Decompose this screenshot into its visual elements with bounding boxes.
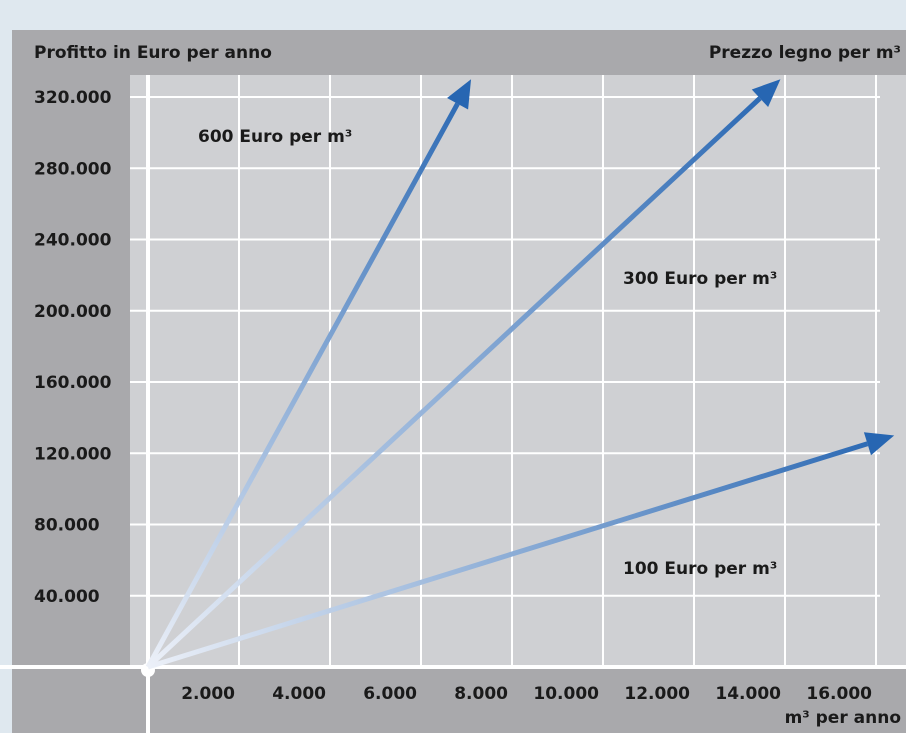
series-label-300: 300 Euro per m³ xyxy=(623,269,777,289)
x-tick-label: 6.000 xyxy=(363,684,417,704)
y-tick-label: 80.000 xyxy=(34,516,100,536)
x-tick-label: 4.000 xyxy=(272,684,326,704)
labels: Profitto in Euro per anno Prezzo legno p… xyxy=(34,43,901,728)
y-tick-label: 240.000 xyxy=(34,231,112,251)
series-arrow-line xyxy=(147,441,869,670)
series-arrow-line xyxy=(146,96,762,669)
y-tick-label: 160.000 xyxy=(34,373,112,393)
x-tick-label: 16.000 xyxy=(806,684,872,704)
series-arrows xyxy=(145,79,895,670)
y-tick-label: 40.000 xyxy=(34,587,100,607)
series-arrow-head xyxy=(447,79,472,110)
x-tick-label: 14.000 xyxy=(715,684,781,704)
x-tick-label: 12.000 xyxy=(624,684,690,704)
legend-title: Prezzo legno per m³ xyxy=(709,43,901,63)
y-tick-label: 320.000 xyxy=(34,88,112,108)
x-tick-label: 8.000 xyxy=(454,684,508,704)
x-tick-label: 10.000 xyxy=(533,684,599,704)
y-tick-label: 280.000 xyxy=(34,159,112,179)
series-arrow-head xyxy=(863,432,895,456)
x-axis-title: m³ per anno xyxy=(785,708,901,728)
series-label-600: 600 Euro per m³ xyxy=(198,127,352,147)
series-label-100: 100 Euro per m³ xyxy=(623,559,777,579)
x-tick-label: 2.000 xyxy=(181,684,235,704)
y-tick-label: 120.000 xyxy=(34,444,112,464)
y-axis-title: Profitto in Euro per anno xyxy=(34,43,272,63)
series-arrow-head xyxy=(751,79,781,108)
series-arrow-line xyxy=(145,102,460,669)
plot-area xyxy=(130,75,906,667)
y-tick-label: 200.000 xyxy=(34,302,112,322)
